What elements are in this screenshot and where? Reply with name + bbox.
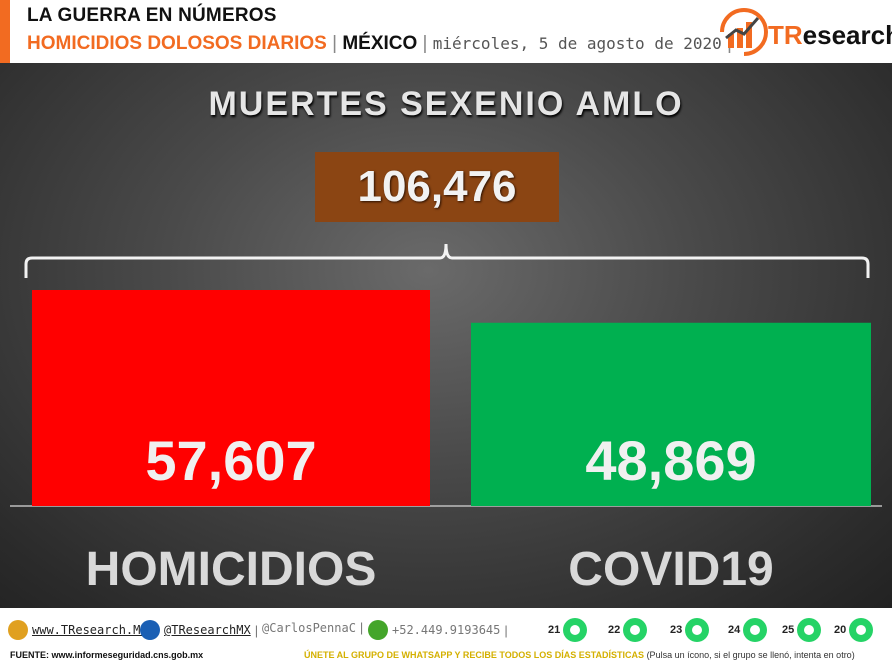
whatsapp-icon <box>685 618 710 642</box>
header-separator: | <box>326 33 343 54</box>
whatsapp-group-number: 23 <box>670 624 683 636</box>
value-label-homicidios: 57,607 <box>145 429 316 492</box>
twitter-link[interactable]: @TResearchMX | <box>140 620 258 640</box>
source-note: FUENTE: www.informeseguridad.cns.gob.mx <box>10 650 204 660</box>
header-title: LA GUERRA EN NÚMEROS <box>27 5 277 26</box>
whatsapp-cta: ÚNETE AL GRUPO DE WHATSAPP Y RECIBE TODO… <box>304 650 855 660</box>
whatsapp-group-button[interactable]: 20 <box>834 618 874 642</box>
total-brace <box>24 243 870 278</box>
footer: www.TResearch.Mx | @TResearchMX | @Carlo… <box>0 608 892 668</box>
footer-links: www.TResearch.Mx | @TResearchMX | @Carlo… <box>8 616 892 644</box>
bar-homicidios <box>32 290 430 506</box>
author-handle: @CarlosPennaC | <box>262 620 364 635</box>
whatsapp-group-button[interactable]: 22 <box>608 618 648 642</box>
website-link[interactable]: www.TResearch.Mx | <box>8 620 155 640</box>
chart-title: MUERTES SEXENIO AMLO <box>208 85 684 123</box>
total-label: 106,476 <box>357 162 517 211</box>
phone-link[interactable]: +52.449.9193645 | <box>368 620 508 640</box>
whatsapp-group-number: 20 <box>834 624 847 636</box>
whatsapp-group-number: 25 <box>782 624 795 636</box>
whatsapp-icon <box>563 618 588 642</box>
bar-covid19 <box>471 322 871 506</box>
whatsapp-icon <box>797 618 822 642</box>
globe-icon <box>8 620 28 640</box>
whatsapp-group-number: 24 <box>728 624 741 636</box>
header-accent-bar <box>0 0 10 63</box>
header-region: MÉXICO <box>342 33 418 54</box>
whatsapp-icon <box>849 618 874 642</box>
header-subtitle-main: HOMICIDIOS DOLOSOS DIARIOS <box>27 33 327 54</box>
header-date: miércoles, 5 de agosto de 2020 <box>432 34 722 53</box>
tresearch-logo-icon <box>720 8 768 56</box>
logo-text: TResearch <box>768 20 892 50</box>
category-label-homicidios: HOMICIDIOS <box>86 543 377 596</box>
whatsapp-group-number: 22 <box>608 624 621 636</box>
whatsapp-group-button[interactable]: 24 <box>728 618 768 642</box>
header-subtitle: HOMICIDIOS DOLOSOS DIARIOS | MÉXICO | mi… <box>27 33 732 55</box>
total-box: 106,476 <box>315 152 559 222</box>
whatsapp-icon <box>743 618 768 642</box>
whatsapp-icon <box>623 618 648 642</box>
header-separator: | <box>417 33 433 54</box>
whatsapp-group-number: 21 <box>548 624 561 636</box>
whatsapp-group-button[interactable]: 23 <box>670 618 710 642</box>
twitter-icon <box>140 620 160 640</box>
whatsapp-group-button[interactable]: 25 <box>782 618 822 642</box>
whatsapp-group-button[interactable]: 21 <box>548 618 588 642</box>
header: LA GUERRA EN NÚMEROS HOMICIDIOS DOLOSOS … <box>0 0 892 63</box>
phone-icon <box>368 620 388 640</box>
category-label-covid19: COVID19 <box>568 543 773 596</box>
value-label-covid19: 48,869 <box>585 429 756 492</box>
